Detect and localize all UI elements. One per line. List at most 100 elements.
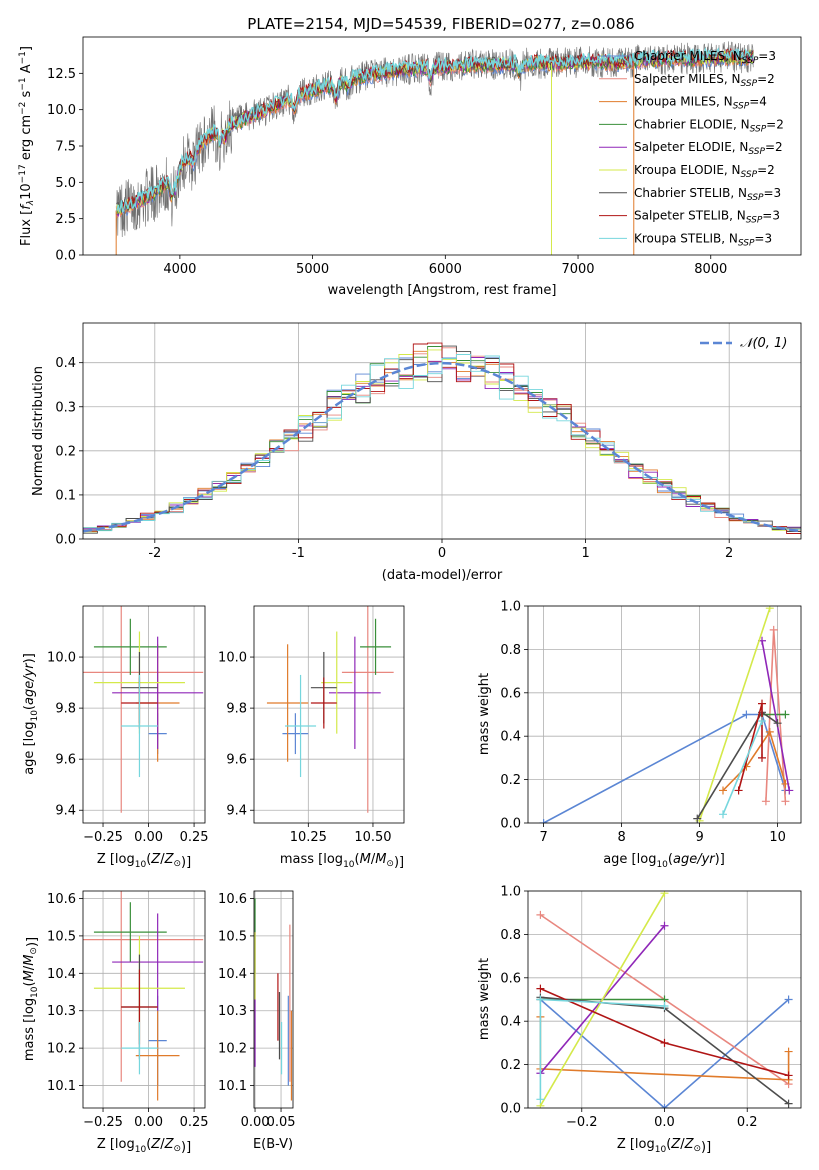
y-tick-label: 10.3: [47, 1004, 76, 1019]
mass_vs_Z-frame: [82, 890, 206, 1109]
y-tick-label: 10.2: [218, 1042, 247, 1057]
mw-vs-z-xlabel: Z [log10(Z/Z⊙)]: [617, 1137, 711, 1155]
y-tick-label: 0.4: [55, 356, 76, 371]
mass-vs-z-xlabel: Z [log10(Z/Z⊙)]: [97, 1137, 191, 1155]
mass-vs-z-ylabel: mass [log10(M/M⊙)]: [22, 937, 40, 1061]
x-tick-label: -1: [292, 546, 305, 561]
point-marker: [758, 699, 766, 708]
legend-label: Chabrier STELIB, NSSP=3: [634, 186, 781, 203]
point-marker: [784, 1047, 793, 1056]
spectrum-legend: Chabrier MILES, NSSP=3 Salpeter MILES, NS…: [599, 49, 784, 248]
point-marker: [660, 921, 669, 930]
massweight_vs_Z-axes: −0.2 0.0 0.2 0.0 0.2 0.4 0.6 0.8 1.0 Z [log10(Z/Z…: [477, 885, 802, 1155]
x-tick-label: −0.2: [566, 1115, 598, 1130]
errorbar-chabrier_elodie: [360, 618, 392, 675]
age_vs_mass-frame: [253, 605, 405, 824]
point-marker: [660, 1104, 669, 1108]
x-tick-label: 1: [581, 546, 589, 561]
y-tick-label: 10.0: [47, 103, 76, 118]
point-marker: [742, 710, 751, 719]
y-tick-label: 10.2: [47, 1042, 76, 1057]
point-marker: [761, 797, 770, 806]
errorbar-salpeter_elodie: [112, 913, 204, 1011]
y-tick-label: 10.6: [47, 892, 76, 907]
y-tick-label: 9.8: [55, 702, 76, 717]
spectrum-frame: [82, 36, 802, 256]
residual_hist-frame: [82, 322, 802, 540]
point-marker: [539, 819, 548, 823]
model-spectrum-kroupa_stelib: [115, 47, 754, 214]
errorbar-salpeter_elodie: [112, 636, 204, 749]
x-tick-label: 0.05: [267, 1115, 296, 1130]
y-tick-label: 9.4: [55, 804, 76, 819]
legend-label: Kroupa STELIB, NSSP=3: [634, 231, 772, 248]
x-tick-label: −0.25: [83, 1115, 123, 1130]
series-salpeter_stelib: [536, 984, 793, 1080]
hist-series-kroupa_stelib: [83, 354, 801, 532]
y-tick-label: 0.2: [55, 444, 76, 459]
y-tick-label: 0.8: [500, 928, 521, 943]
age_vs_mass-axes: 10.25 10.50 9.4 9.6 9.8 10.0 mass [log10(M/M⊙)…: [218, 605, 405, 870]
point-marker: [769, 625, 778, 634]
errorbar-kroupa_stelib: [285, 674, 317, 778]
x-tick-label: 7: [539, 830, 547, 845]
point-marker: [784, 1071, 793, 1080]
y-tick-label: 0.4: [500, 730, 521, 745]
spectrum-ylabel: Flux [fλ10−17 erg cm−2 s−1 A−1]: [18, 46, 36, 246]
y-tick-label: 0.6: [500, 686, 521, 701]
legend-label: Chabrier MILES, NSSP=3: [634, 49, 776, 66]
hist-ylabel: Normed distribution: [31, 366, 46, 496]
x-tick-label: 5000: [296, 262, 329, 277]
errorbar-salpeter_stelib: [310, 677, 337, 729]
mw-vs-age-ylabel: mass weight: [477, 673, 492, 755]
errorbar-salpeter_miles: [341, 606, 394, 813]
errorbar-kroupa_stelib: [121, 1021, 158, 1075]
point-marker: [784, 995, 793, 1004]
legend-label-normal: 𝒩(0, 1): [740, 336, 787, 351]
y-tick-label: 0.2: [500, 1058, 521, 1073]
x-tick-label: 2: [725, 546, 733, 561]
model-spectrum-salpeter_stelib: [115, 47, 754, 213]
y-tick-label: 9.4: [226, 804, 247, 819]
point-marker: [758, 753, 766, 762]
y-tick-label: 0.3: [55, 400, 76, 415]
point-marker: [660, 1002, 669, 1011]
mass-vs-ebv-xlabel: E(B-V): [253, 1137, 293, 1152]
age_vs_Z-frame: [82, 605, 206, 824]
y-tick-label: 0.2: [500, 773, 521, 788]
y-tick-label: 0.0: [55, 533, 76, 548]
errorbar-kroupa_miles: [266, 644, 309, 762]
point-marker: [719, 810, 727, 819]
x-tick-label: -2: [148, 546, 161, 561]
age_vs_Z-axes: −0.25 0.00 0.25 9.4 9.6 9.8 10.0 Z [log10(Z/Z⊙)…: [22, 605, 209, 870]
x-tick-label: 10.25: [290, 830, 327, 845]
point-marker: [536, 1095, 545, 1104]
y-tick-label: 5.0: [55, 176, 76, 191]
x-tick-label: −0.25: [83, 830, 123, 845]
x-tick-label: 0.25: [180, 830, 209, 845]
errorbar-kroupa_stelib: [121, 674, 158, 778]
point-marker: [785, 786, 794, 795]
y-tick-label: 1.0: [500, 600, 521, 615]
spectrum-xlabel: wavelength [Angstrom, rest frame]: [328, 283, 557, 298]
errorbar-salpeter_miles: [83, 891, 204, 1082]
y-tick-label: 0.0: [55, 249, 76, 264]
point-marker: [734, 786, 743, 795]
x-tick-label: 8000: [694, 262, 727, 277]
x-tick-label: 9: [695, 830, 703, 845]
massweight_vs_age-axes: 7 8 9 10 0.0 0.2 0.4 0.6 0.8 1.0 age [log10(age/yr…: [477, 600, 802, 870]
errorbar-chabrier_miles: [282, 713, 309, 755]
x-tick-label: 7000: [561, 262, 594, 277]
mass_vs_ebv-frame: [253, 890, 294, 1109]
mw-vs-z-ylabel: mass weight: [477, 958, 492, 1040]
y-tick-label: 10.5: [47, 929, 76, 944]
point-marker: [719, 786, 727, 795]
mass_vs_ebv-axes: 0.000.05 10.1 10.2 10.3 10.4 10.5 10.6 E(B-V): [218, 890, 296, 1152]
y-tick-label: 10.0: [218, 651, 247, 666]
y-tick-label: 10.4: [218, 967, 247, 982]
errorbar-chabrier_elodie: [93, 618, 167, 675]
point-marker: [693, 814, 702, 823]
x-tick-label: 8: [617, 830, 625, 845]
mass_vs_Z-axes: −0.25 0.00 0.25 10.1 10.2 10.3 10.4 10.5 10.6 Z […: [22, 890, 209, 1155]
